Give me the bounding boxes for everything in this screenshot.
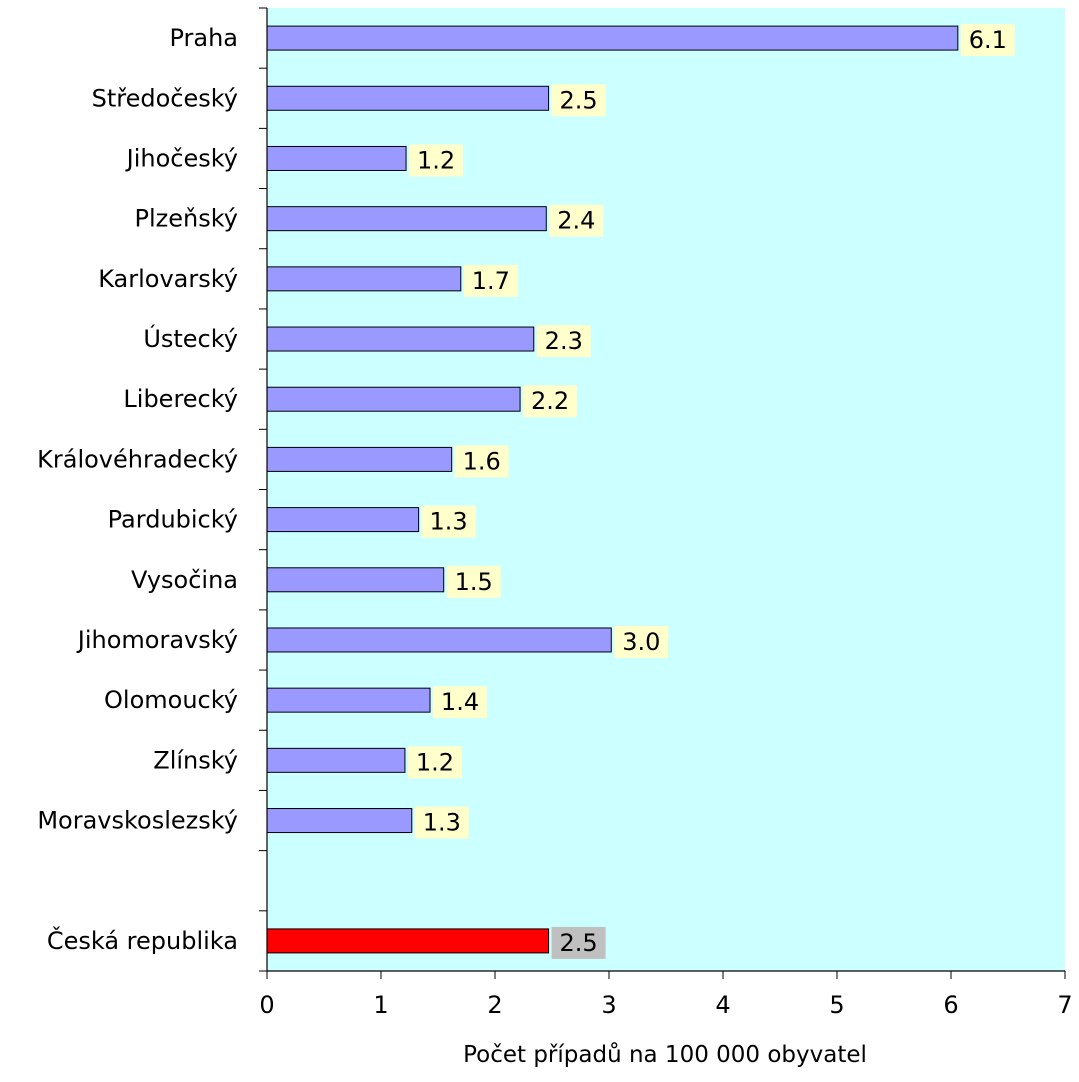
data-label: 1.7 <box>472 267 510 295</box>
data-label-background <box>407 746 462 779</box>
bar <box>266 928 550 954</box>
category-label: Jihočeský <box>125 144 238 172</box>
data-label: 3.0 <box>622 628 660 656</box>
category-label: Ústecký <box>143 323 238 353</box>
category-label: Vysočina <box>131 566 238 594</box>
axes: 0 1 2 3 4 5 6 7 <box>259 7 1073 1019</box>
category-label: Středočeský <box>92 84 238 112</box>
data-label-background <box>536 325 591 358</box>
category-label: Zlínský <box>153 746 238 774</box>
data-label: 1.5 <box>455 568 493 596</box>
bars <box>266 25 959 954</box>
bar <box>266 266 462 292</box>
data-label-background <box>409 144 464 177</box>
category-label: Jihomoravský <box>76 626 238 654</box>
data-label-background <box>549 204 604 237</box>
data-label-background <box>446 565 501 598</box>
bar <box>266 627 612 653</box>
data-label-background <box>454 445 509 478</box>
data-label-background <box>433 686 488 719</box>
data-label-background <box>614 625 669 658</box>
category-label: Česká republika <box>47 925 238 955</box>
bar <box>266 25 959 51</box>
category-label: Plzeňský <box>135 205 238 233</box>
data-label: 2.5 <box>559 86 597 114</box>
x-tick-label: 6 <box>943 991 958 1019</box>
data-label: 1.4 <box>441 688 479 716</box>
data-label: 2.5 <box>559 929 597 957</box>
bar <box>266 446 453 472</box>
x-tick-label: 3 <box>601 991 616 1019</box>
category-label: Moravskoslezský <box>37 807 238 835</box>
category-label: Karlovarský <box>98 265 238 293</box>
bar <box>266 206 547 232</box>
data-label-background <box>421 505 476 538</box>
data-label-background <box>414 806 469 839</box>
bar <box>266 507 420 533</box>
x-tick-label: 4 <box>715 991 730 1019</box>
x-tick-label: 5 <box>829 991 844 1019</box>
x-tick-label: 1 <box>373 991 388 1019</box>
data-label: 1.2 <box>417 146 455 174</box>
data-label: 1.3 <box>430 508 468 536</box>
data-label-background <box>960 24 1015 57</box>
bar <box>266 747 406 773</box>
data-label: 1.3 <box>423 809 461 837</box>
category-label: Olomoucký <box>104 686 238 714</box>
bar <box>266 85 550 111</box>
data-label-background <box>463 264 518 297</box>
category-label: Liberecký <box>123 385 238 413</box>
x-tick-label: 2 <box>487 991 502 1019</box>
data-label: 2.4 <box>557 207 595 235</box>
data-label: 2.3 <box>545 327 583 355</box>
bar <box>266 567 445 593</box>
data-label: 6.1 <box>969 26 1007 54</box>
category-label: Královéhradecký <box>37 445 238 473</box>
category-labels: Praha Středočeský Jihočeský Plzeňský Karlova… <box>37 24 238 955</box>
bar <box>266 145 407 171</box>
x-axis-title: Počet případů na 100 000 obyvatel <box>463 1041 867 1068</box>
x-tick-label: 0 <box>259 991 274 1019</box>
data-labels: 6.1 2.5 1.2 2.4 1.7 2.3 2.2 1.6 1.3 1.5 3.0 1.4 1.2 1… <box>407 24 1015 959</box>
category-label: Praha <box>169 24 238 52</box>
bar <box>266 386 521 412</box>
data-label-background <box>523 385 578 418</box>
data-label: 1.2 <box>416 748 454 776</box>
bar <box>266 326 535 352</box>
data-label-background <box>551 84 606 117</box>
data-label: 2.2 <box>531 387 569 415</box>
category-label: Pardubický <box>108 506 238 534</box>
bar <box>266 687 431 713</box>
bar <box>266 808 413 834</box>
x-tick-label: 7 <box>1057 991 1072 1019</box>
data-label-background <box>551 926 606 959</box>
data-label: 1.6 <box>463 447 501 475</box>
